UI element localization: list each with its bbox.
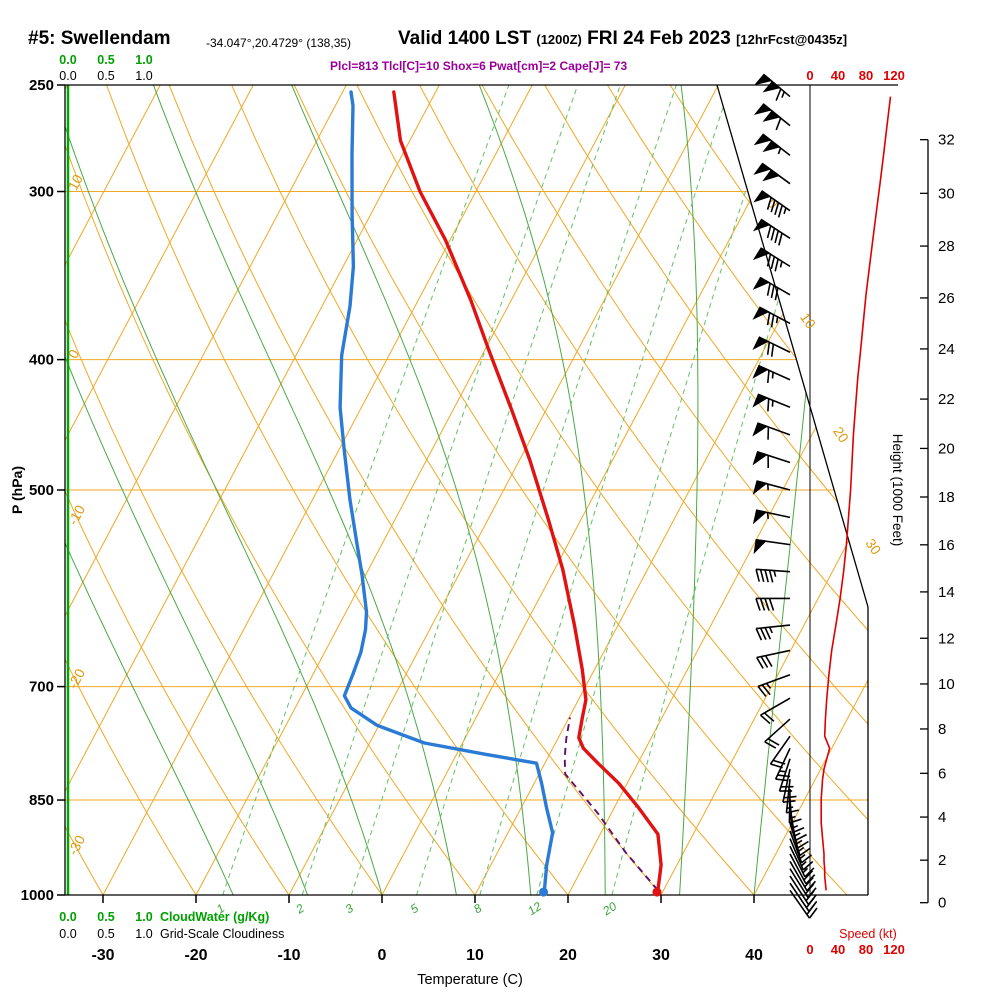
- cloudwater-scale-label: 0.0: [59, 910, 76, 924]
- height-tick-label: 2: [938, 852, 946, 869]
- speed-tick-label: 80: [859, 68, 873, 83]
- fcst-tag: [12hrFcst@0435z]: [736, 32, 848, 47]
- pressure-axis: 250 300 400 500 700 850 1000 P (hPa): [9, 77, 65, 904]
- pressure-tick-label: 1000: [21, 887, 54, 904]
- parcel-curve: [563, 717, 659, 891]
- pressure-tick-label: 400: [29, 352, 54, 369]
- dry-adiabat-label: 10: [65, 171, 87, 192]
- mixing-ratio-labels: 1 2 3 5 8 12 20: [214, 899, 620, 919]
- speed-tick-label: 40: [831, 942, 845, 957]
- dewpoint-curve: [338, 90, 555, 892]
- height-axis-title: Height (1000 Feet): [890, 434, 905, 547]
- height-tick-label: 20: [938, 440, 955, 457]
- isotherm-label: 30: [862, 536, 884, 558]
- mixing-ratio-label: 2: [293, 901, 307, 917]
- surface-dewpoint-dot: [539, 887, 549, 897]
- speed-tick-label: 0: [806, 68, 813, 83]
- speed-axis-title: Speed (kt): [839, 927, 897, 941]
- dry-adiabats: [65, 85, 868, 895]
- mixing-ratio-label: 8: [471, 901, 484, 917]
- isotherm-lines: [65, 85, 868, 895]
- speed-tick-label: 80: [859, 942, 873, 957]
- isotherm-label: 10: [797, 310, 819, 332]
- surface-temp-dot: [652, 887, 662, 897]
- valid-date: FRI 24 Feb 2023: [587, 28, 731, 49]
- cloudiness-scale-label: 0.5: [97, 927, 114, 941]
- height-tick-label: 4: [938, 809, 946, 826]
- station-title: #5: Swellendam: [28, 28, 171, 49]
- cloudiness-scale-label: 0.5: [97, 69, 114, 83]
- wind-barbs: [752, 73, 818, 919]
- mixing-ratio-label: 20: [599, 899, 619, 919]
- cloud-scales: 0.0 0.0 0.0 0.0 0.5 0.5 0.5 0.5 1.0 1.0 1.0 1.0 Clou…: [59, 53, 284, 941]
- valid-time: Valid 1400 LST (1200Z) FRI 24 Feb 2023 […: [398, 28, 847, 50]
- mixing-ratio-label: 12: [525, 899, 544, 918]
- cloudwater-scale-label: 1.0: [135, 910, 152, 924]
- temperature-axis-title: Temperature (C): [417, 972, 523, 988]
- height-tick-label: 12: [938, 630, 955, 647]
- speed-curve: [820, 96, 892, 891]
- cloudiness-axis-title: Grid-Scale Cloudiness: [160, 927, 284, 941]
- temperature-curve: [392, 90, 663, 892]
- temperature-tick-label: 0: [378, 947, 387, 964]
- temperature-tick-label: 40: [745, 947, 763, 964]
- speed-tick-label: 0: [806, 942, 813, 957]
- temperature-tick-label: 10: [466, 947, 484, 964]
- temperature-tick-label: -30: [91, 947, 114, 964]
- height-tick-label: 8: [938, 721, 946, 738]
- pressure-tick-label: 250: [29, 77, 54, 94]
- speed-tick-label: 120: [883, 942, 905, 957]
- plot-border: [64, 84, 898, 896]
- height-tick-label: 14: [938, 584, 955, 601]
- pressure-tick-label: 700: [29, 679, 54, 696]
- height-tick-label: 30: [938, 185, 955, 202]
- temperature-axis: -30 -20 -10 0 10 20 30 40 Temperature (C): [91, 895, 763, 988]
- stability-params: Plcl=813 Tlcl[C]=10 Shox=6 Pwat[cm]=2 Ca…: [330, 59, 628, 73]
- temperature-tick-label: -10: [277, 947, 300, 964]
- cloudiness-scale-label: 1.0: [135, 69, 152, 83]
- height-tick-label: 28: [938, 238, 955, 255]
- pressure-axis-title: P (hPa): [9, 466, 25, 514]
- cloudwater-scale-label: 0.5: [97, 910, 114, 924]
- station-coords: -34.047°,20.4729° (138,35): [206, 36, 352, 50]
- pressure-tick-label: 850: [29, 792, 54, 809]
- cloudwater-axis-title: CloudWater (g/Kg): [160, 910, 269, 924]
- mixing-ratio-lines: [222, 85, 844, 895]
- height-tick-label: 6: [938, 765, 946, 782]
- pressure-tick-label: 500: [29, 482, 54, 499]
- background-grid: [65, 85, 868, 895]
- valid-z: (1200Z): [536, 32, 582, 47]
- height-tick-label: 32: [938, 132, 955, 149]
- speed-tick-label: 40: [831, 68, 845, 83]
- pressure-tick-label: 300: [29, 184, 54, 201]
- temperature-tick-label: 30: [652, 947, 670, 964]
- temperature-tick-label: -20: [184, 947, 207, 964]
- temperature-tick-label: 20: [559, 947, 577, 964]
- mixing-ratio-label: 3: [343, 901, 356, 917]
- cloudwater-scale-label: 0.0: [59, 53, 76, 67]
- height-tick-label: 0: [938, 895, 946, 912]
- header: #5: Swellendam -34.047°,20.4729° (138,35…: [0, 0, 1000, 85]
- cloudwater-scale-label: 0.5: [97, 53, 114, 67]
- isotherm-label: 20: [830, 424, 852, 446]
- cloudiness-scale-label: 1.0: [135, 927, 152, 941]
- height-tick-label: 10: [938, 676, 955, 693]
- height-tick-label: 18: [938, 489, 955, 506]
- speed-tick-label: 120: [883, 68, 905, 83]
- height-tick-label: 26: [938, 290, 955, 307]
- height-tick-label: 22: [938, 391, 955, 408]
- height-tick-label: 24: [938, 341, 955, 358]
- mixing-ratio-label: 5: [408, 901, 421, 917]
- height-tick-label: 16: [938, 537, 955, 554]
- cloudiness-scale-label: 0.0: [59, 69, 76, 83]
- valid-main: Valid 1400 LST: [398, 28, 532, 49]
- cloudwater-scale-label: 1.0: [135, 53, 152, 67]
- pressure-lines: [65, 191, 868, 895]
- cloudiness-scale-label: 0.0: [59, 927, 76, 941]
